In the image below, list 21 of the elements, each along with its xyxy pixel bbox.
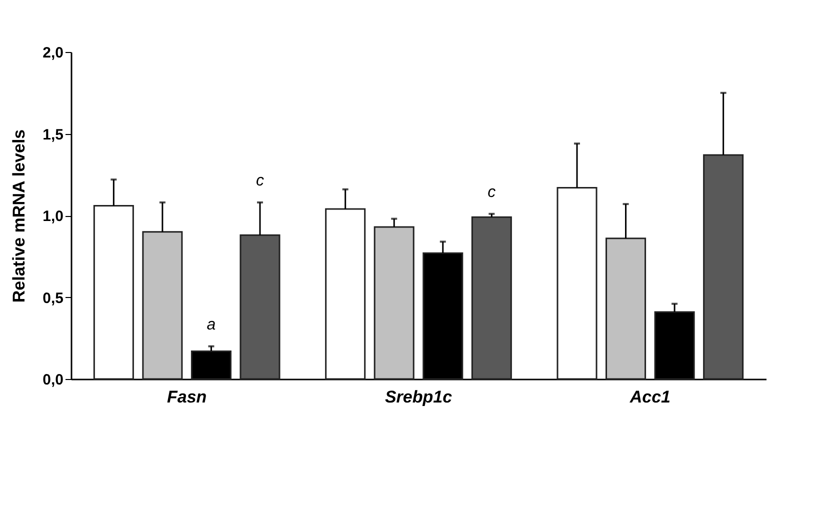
data-label: c <box>488 184 496 201</box>
bar <box>93 204 134 380</box>
bar <box>142 231 183 380</box>
data-label: a <box>206 316 216 334</box>
x-tick-label: Acc1 <box>628 388 670 406</box>
y-tick-label: 1,0 <box>42 208 64 225</box>
y-tick-label: 0,0 <box>42 372 64 388</box>
y-tick-label: 0,5 <box>42 290 64 307</box>
bar <box>556 186 598 380</box>
y-tick-label: 2,0 <box>42 44 64 62</box>
bar <box>325 208 366 380</box>
x-tick-label: Fasn <box>166 388 207 406</box>
bar <box>471 216 512 380</box>
y-axis-title: Relative mRNA levels <box>10 129 29 303</box>
bar <box>240 234 280 380</box>
bar <box>374 226 414 380</box>
y-tick-label: 1,5 <box>42 126 64 144</box>
x-tick-label: Srebp1c <box>384 388 453 406</box>
bar <box>703 154 744 380</box>
bar <box>606 238 646 380</box>
data-label: c <box>256 172 264 190</box>
